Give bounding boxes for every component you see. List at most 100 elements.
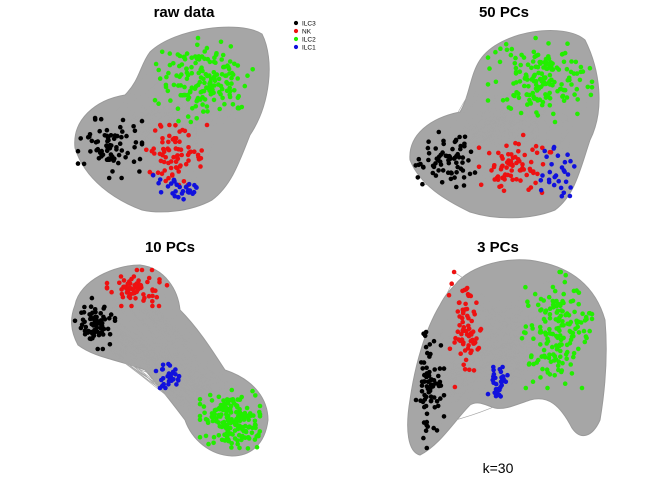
node-ilc3 [422,379,427,384]
node-ilc2 [529,65,534,71]
graph-edge [554,94,592,148]
node-ilc3 [104,148,110,154]
graph-edge [427,374,551,427]
node-ilc2 [560,319,565,324]
node-ilc2 [547,315,553,321]
node-ilc1 [567,193,573,199]
node-ilc2 [235,105,241,111]
node-ilc2 [508,52,514,58]
graph-edge [430,332,573,381]
node-ilc1 [491,364,496,370]
node-ilc2 [535,357,541,363]
graph-edge [542,68,591,148]
node-ilc3 [88,315,94,321]
node-ilc2 [536,86,542,91]
node-ilc2 [212,411,217,417]
node-ilc1 [499,382,505,388]
node-ilc2 [227,59,233,64]
node-ilc3 [447,155,453,161]
node-nk [464,332,470,337]
node-ilc3 [426,139,431,144]
node-nk [174,154,180,159]
node-ilc2 [552,79,557,85]
node-nk [186,158,191,163]
node-ilc2 [157,76,163,81]
node-nk [447,346,453,352]
node-ilc3 [131,159,137,164]
node-ilc2 [541,298,546,303]
node-ilc1 [547,169,553,175]
node-ilc3 [424,374,429,380]
node-ilc1 [168,181,174,186]
node-ilc2 [547,72,553,78]
node-ilc1 [501,376,506,382]
node-ilc3 [426,151,432,156]
node-ilc2 [213,60,218,65]
node-ilc3 [457,134,462,140]
node-nk [170,172,175,177]
node-nk [535,171,540,177]
node-ilc3 [433,161,438,166]
node-ilc3 [72,318,78,324]
node-ilc2 [504,47,510,53]
node-ilc2 [182,54,187,60]
node-ilc2 [213,52,219,57]
node-nk [458,351,464,357]
node-ilc2 [565,349,570,355]
node-ilc2 [232,428,238,433]
node-nk [179,152,184,158]
node-ilc3 [436,168,441,173]
node-ilc2 [241,414,246,419]
node-nk [117,280,122,286]
node-ilc2 [568,362,573,367]
node-ilc2 [538,342,543,347]
node-ilc2 [583,334,589,339]
graph-edge [423,293,536,423]
node-ilc2 [214,419,219,424]
node-ilc2 [202,80,207,86]
node-ilc2 [574,86,580,92]
node-ilc2 [525,62,531,67]
node-ilc2 [533,35,538,41]
node-ilc3 [455,164,461,170]
graph-edge [489,56,535,154]
node-ilc2 [234,409,239,415]
graph-edge [131,305,248,409]
graph-edge [425,359,556,376]
node-ilc3 [423,344,429,350]
node-ilc2 [246,413,251,418]
node-ilc2 [207,392,213,398]
node-ilc2 [487,66,492,71]
node-ilc3 [91,323,96,328]
node-ilc3 [425,424,431,429]
node-ilc3 [98,311,103,316]
node-ilc2 [579,385,585,391]
graph-edge [84,330,253,392]
node-ilc2 [531,49,537,55]
node-ilc2 [177,53,183,59]
node-ilc2 [176,83,181,88]
nodes-raw-data [75,35,255,202]
node-ilc2 [569,82,574,87]
node-ilc2 [539,102,545,108]
node-nk [446,292,452,298]
node-nk [152,128,158,133]
node-ilc3 [101,306,106,311]
node-ilc2 [196,57,202,62]
node-ilc2 [190,106,195,111]
node-ilc3 [452,175,457,180]
node-ilc2 [222,101,227,107]
graph-edge [110,154,197,188]
node-ilc3 [433,146,439,151]
node-ilc3 [93,140,99,145]
node-nk [528,185,534,190]
graph-edge [160,78,190,117]
node-nk [181,179,187,184]
node-ilc3 [97,128,102,134]
node-ilc2 [589,85,595,90]
node-ilc1 [551,182,557,188]
node-ilc2 [235,76,240,81]
node-ilc2 [545,336,550,342]
graph-edge [417,96,534,178]
graph-edge [433,271,560,342]
